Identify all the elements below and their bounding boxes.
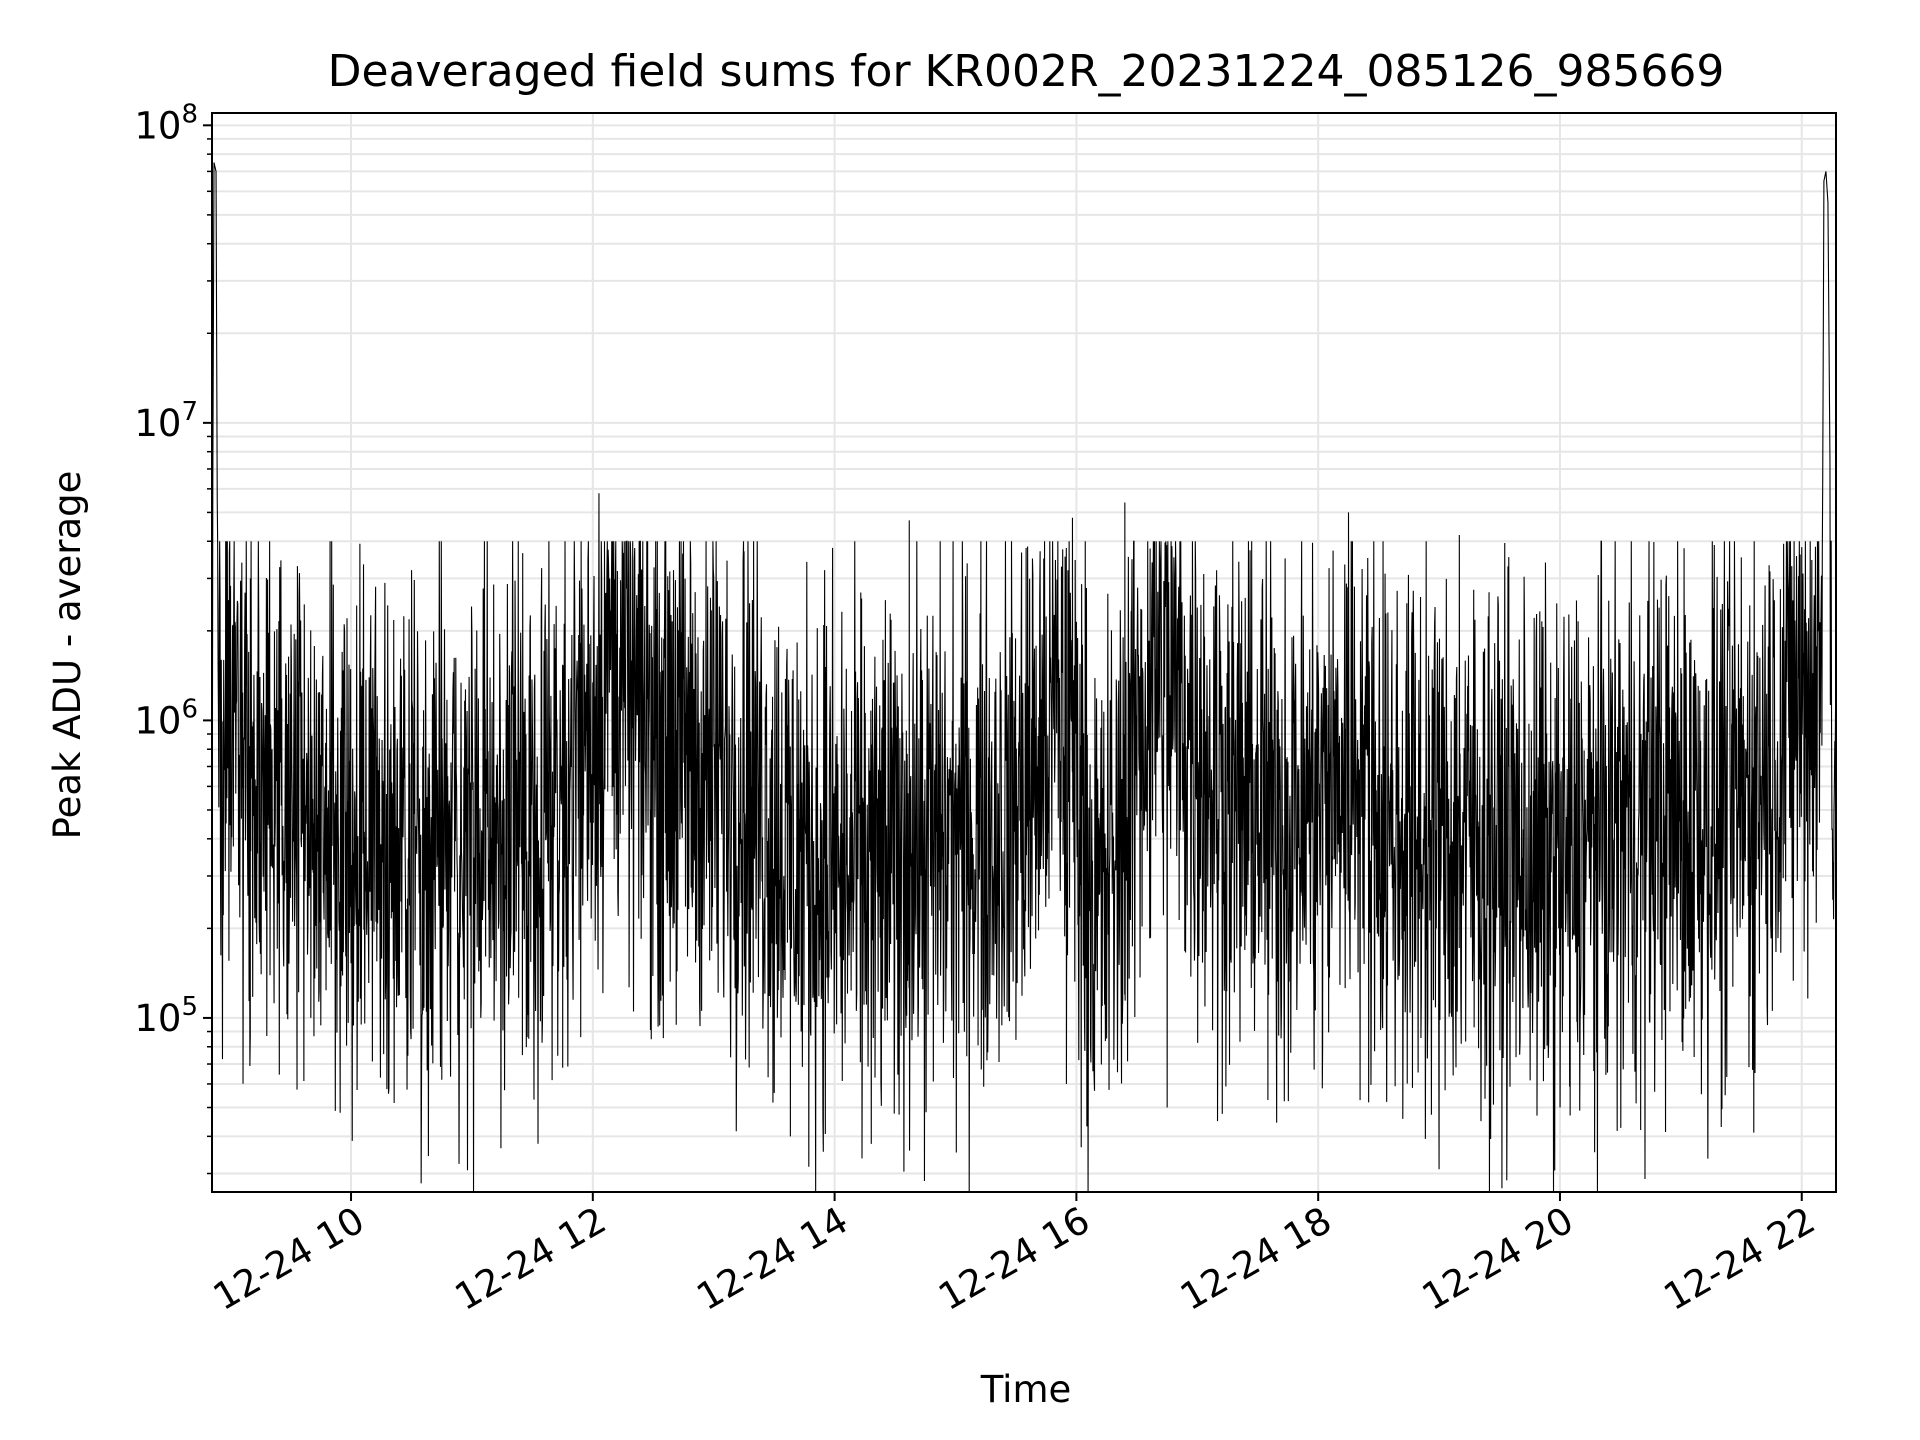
x-axis-label: Time	[980, 1368, 1072, 1411]
plot-frame	[211, 112, 1837, 1193]
y-axis-label: Peak ADU - average	[46, 471, 89, 840]
data-line	[211, 162, 1837, 1193]
y-tick-label: 107	[134, 397, 198, 445]
y-tick-label: 108	[134, 99, 198, 147]
chart-title: Deaveraged field sums for KR002R_2023122…	[328, 46, 1725, 97]
y-tick-label: 105	[134, 992, 198, 1040]
y-tick-label: 106	[134, 694, 198, 742]
series-layer	[211, 162, 1837, 1193]
